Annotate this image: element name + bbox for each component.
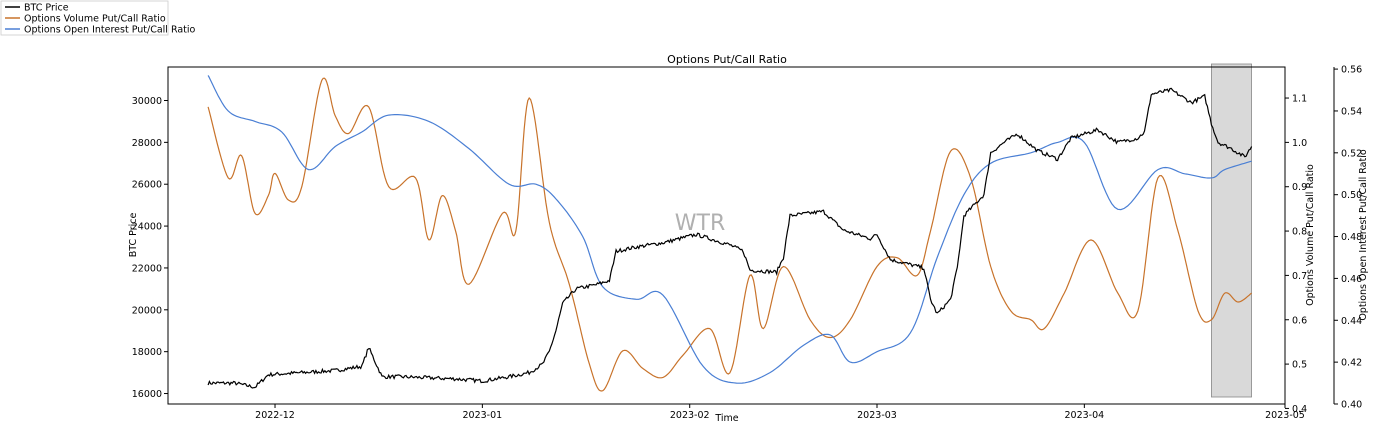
x-axis-label: Time bbox=[714, 413, 738, 424]
volume-tick-label: 0.9 bbox=[1292, 182, 1307, 193]
volume-tick-label: 0.8 bbox=[1292, 227, 1307, 238]
btc-tick-label: 22000 bbox=[132, 263, 162, 274]
x-tick-label: 2023-03 bbox=[857, 410, 897, 421]
volume-tick-label: 1.1 bbox=[1292, 94, 1307, 105]
btc-tick-label: 16000 bbox=[132, 389, 162, 400]
oi-tick-label: 0.56 bbox=[1341, 65, 1362, 76]
btc-tick-label: 30000 bbox=[132, 96, 162, 107]
oi-tick-label: 0.40 bbox=[1341, 400, 1362, 411]
plot-frame bbox=[167, 66, 1286, 405]
oi-tick-label: 0.48 bbox=[1341, 232, 1362, 243]
oi-tick-label: 0.52 bbox=[1341, 148, 1362, 159]
volume-axis-label: Options Volume Put/Call Ratio bbox=[1305, 164, 1316, 306]
series-line-oi-ratio bbox=[207, 75, 1252, 384]
legend: BTC Price Options Volume Put/Call Ratio … bbox=[0, 0, 196, 36]
oi-axis-ticks: 0.40 0.42 0.44 0.46 0.48 0.50 0.52 0.54 0.56 bbox=[1334, 65, 1362, 411]
x-tick-label: 2023-02 bbox=[670, 410, 710, 421]
legend-label-volume-ratio: Options Volume Put/Call Ratio bbox=[24, 14, 166, 25]
x-tick-label: 2023-04 bbox=[1064, 410, 1104, 421]
x-tick-label: 2022-12 bbox=[255, 410, 295, 421]
btc-tick-label: 18000 bbox=[132, 347, 162, 358]
btc-axis-label: BTC Price bbox=[128, 213, 139, 258]
x-tick-label: 2023-01 bbox=[463, 410, 503, 421]
oi-tick-label: 0.54 bbox=[1341, 106, 1362, 117]
volume-tick-label: 0.5 bbox=[1292, 360, 1307, 371]
series-line-volume-ratio bbox=[207, 77, 1252, 392]
btc-axis-ticks: 16000 18000 20000 22000 24000 26000 28000 30000 bbox=[132, 96, 168, 400]
chart-title: Options Put/Call Ratio bbox=[667, 53, 787, 66]
volume-tick-label: 0.7 bbox=[1292, 271, 1307, 282]
series-line-btc-price bbox=[207, 87, 1253, 389]
x-tick-label: 2023-05 bbox=[1265, 410, 1305, 421]
watermark: WTR bbox=[675, 211, 725, 236]
btc-tick-label: 24000 bbox=[132, 222, 162, 233]
btc-tick-label: 26000 bbox=[132, 180, 162, 191]
legend-label-btc-price: BTC Price bbox=[24, 3, 69, 14]
volume-tick-label: 0.6 bbox=[1292, 315, 1307, 326]
oi-tick-label: 0.46 bbox=[1341, 274, 1362, 285]
oi-tick-label: 0.42 bbox=[1341, 358, 1362, 369]
legend-label-oi-ratio: Options Open Interest Put/Call Ratio bbox=[24, 25, 196, 36]
volume-axis-ticks: 0.4 0.5 0.6 0.7 0.8 0.9 1.0 1.1 bbox=[1285, 94, 1307, 415]
oi-axis-label: Options Open Interest Put/Call Ratio bbox=[1358, 149, 1369, 321]
plot-series bbox=[207, 75, 1253, 392]
volume-tick-label: 0.4 bbox=[1292, 404, 1307, 415]
highlight-region bbox=[1211, 63, 1252, 398]
oi-tick-label: 0.50 bbox=[1341, 190, 1362, 201]
oi-tick-label: 0.44 bbox=[1341, 316, 1362, 327]
legend-box bbox=[0, 0, 169, 36]
btc-tick-label: 28000 bbox=[132, 138, 162, 149]
x-axis-ticks: 2022-12 2023-01 2023-02 2023-03 2023-04 2023-… bbox=[255, 404, 1305, 421]
btc-tick-label: 20000 bbox=[132, 305, 162, 316]
volume-tick-label: 1.0 bbox=[1292, 138, 1307, 149]
